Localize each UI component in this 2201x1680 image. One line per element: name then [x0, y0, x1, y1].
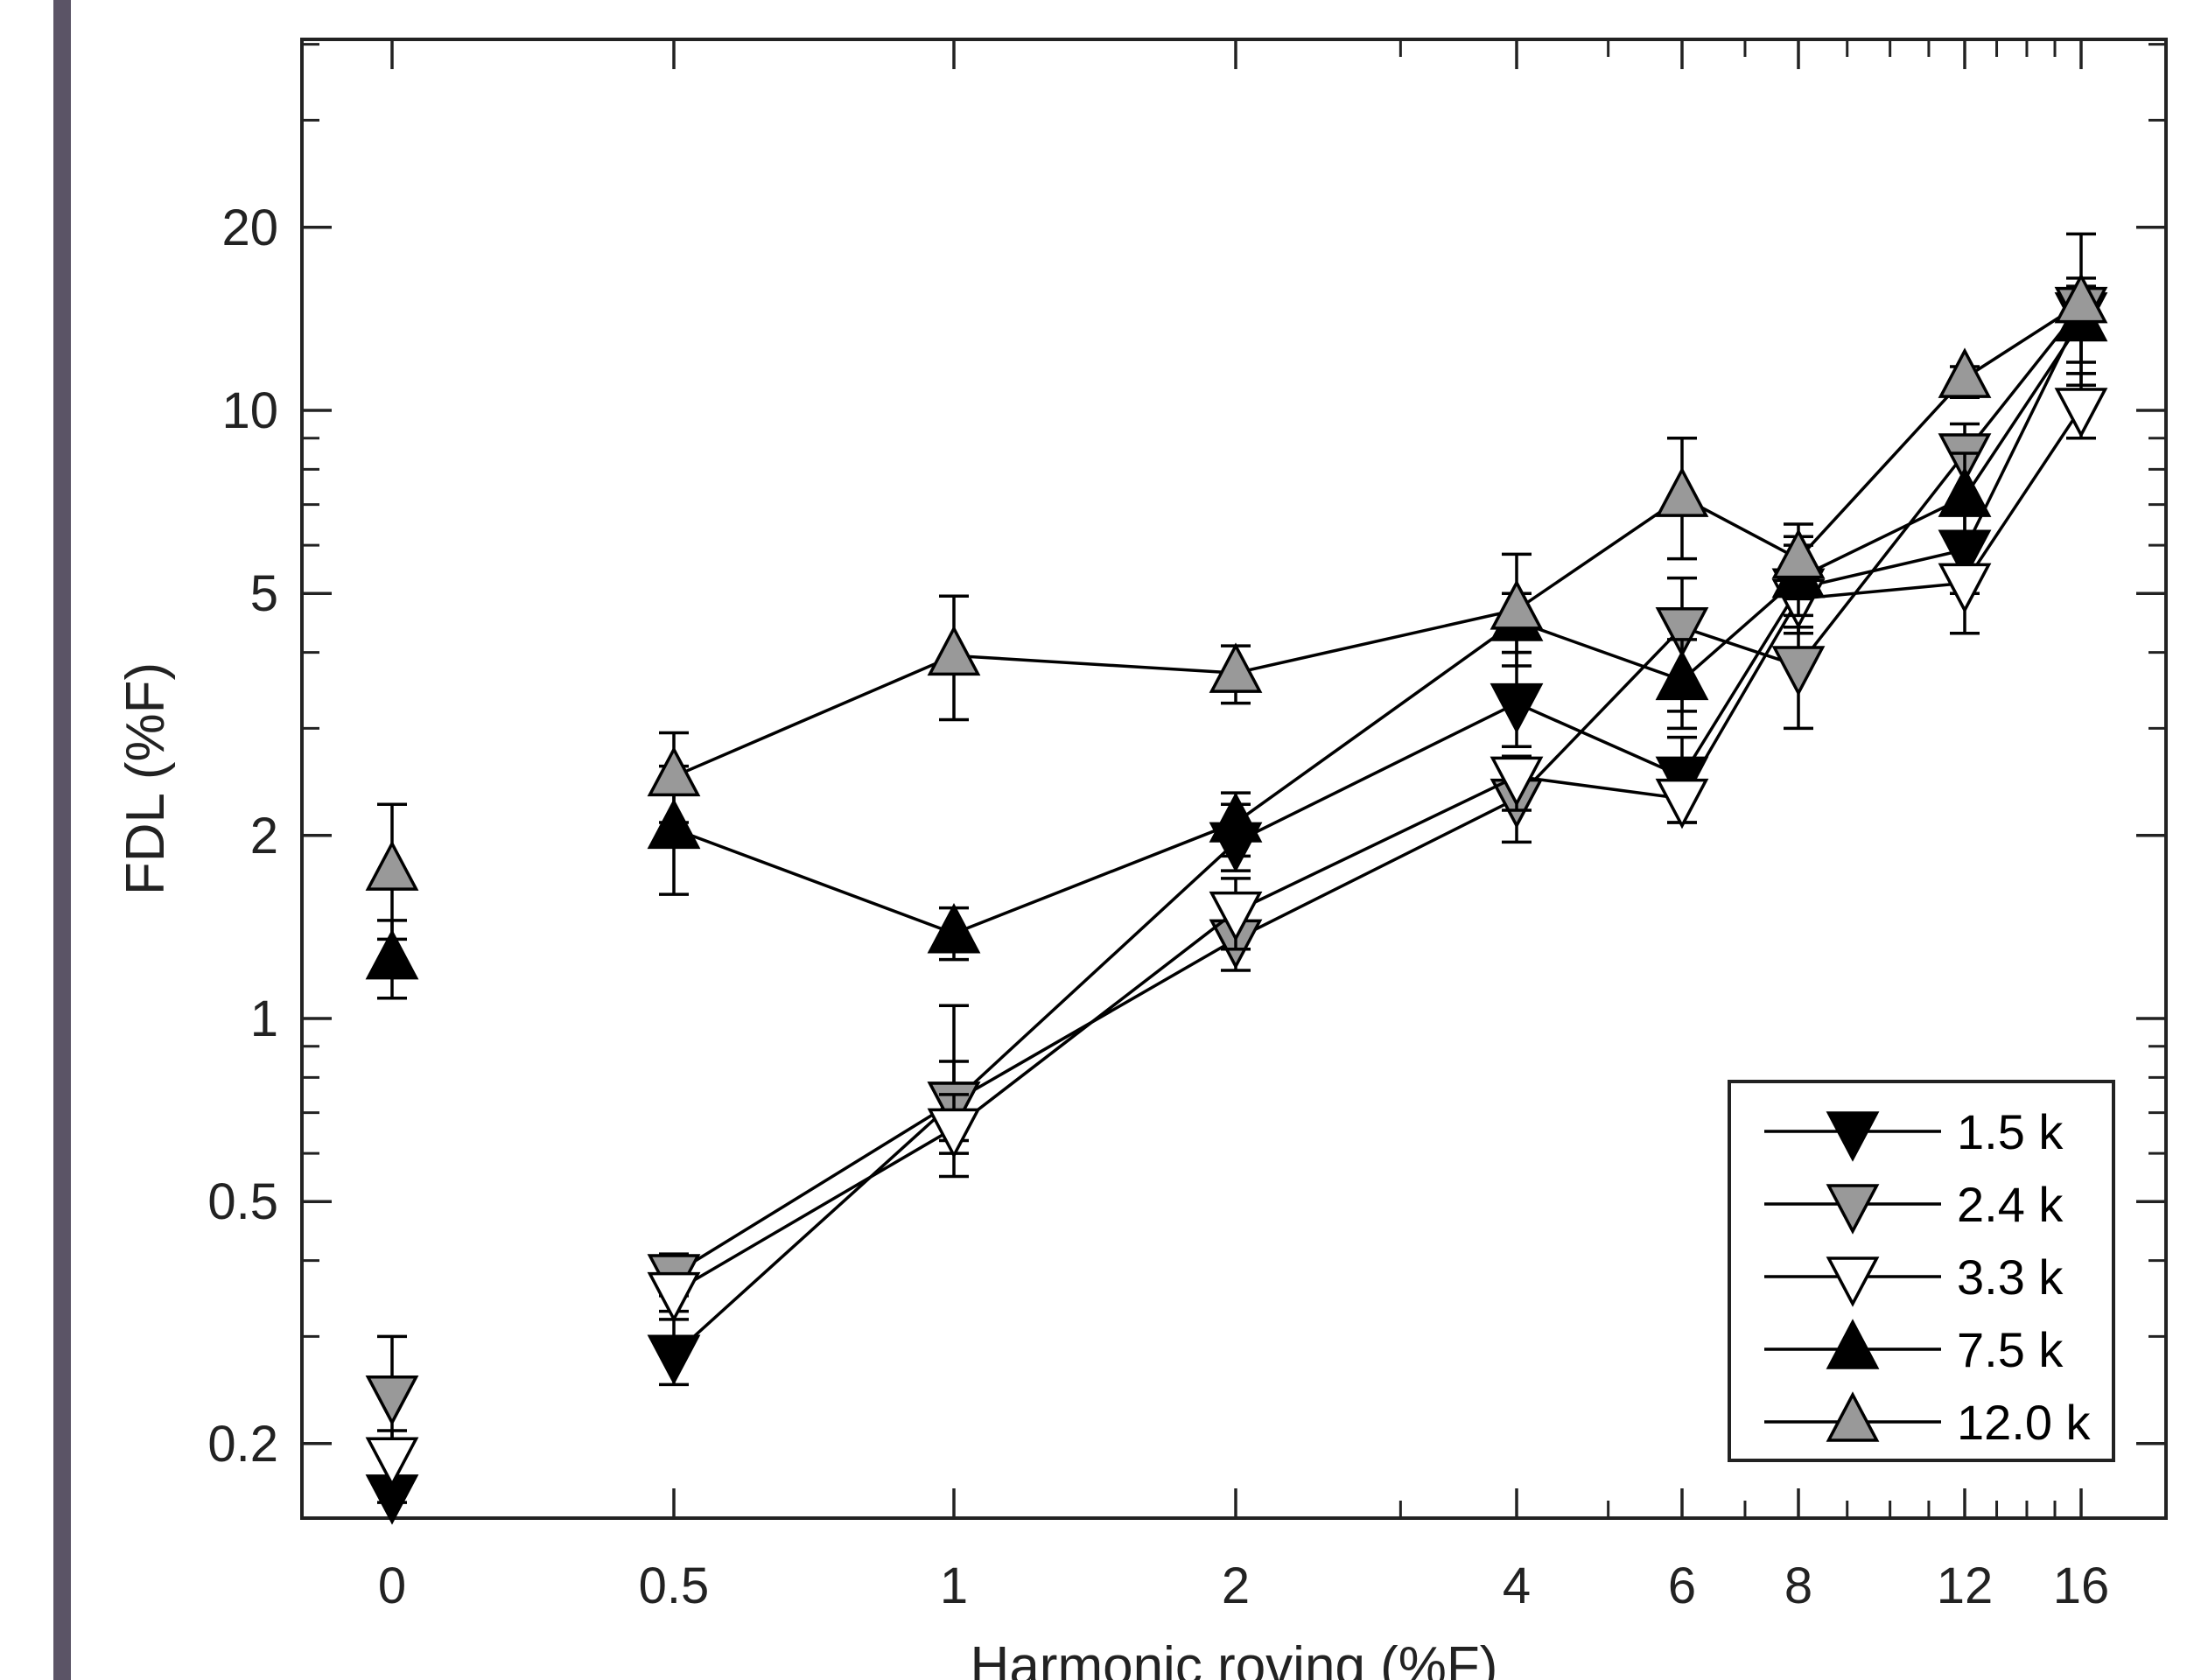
- data-point: [365, 840, 419, 891]
- x-tick-label: 4: [1503, 1558, 1531, 1614]
- x-tick-labels: 0 0.5 1 2 4 6 8 12 16: [378, 1558, 2109, 1614]
- data-point: [1209, 891, 1263, 942]
- major-ticks: [302, 39, 2166, 1518]
- plot-frame: [300, 38, 2168, 1520]
- legend-marker: [1826, 1319, 1880, 1369]
- data-point: [1938, 466, 1992, 517]
- y-tick-label: 0.5: [207, 1173, 278, 1230]
- legend-label: 1.5 k: [1957, 1104, 2064, 1159]
- series-12-0-k: [365, 272, 2108, 942]
- data-point: [2054, 388, 2108, 438]
- legend-marker: [1826, 1111, 1880, 1162]
- data-point: [2054, 272, 2108, 324]
- y-tick-label: 2: [250, 808, 278, 864]
- x-tick-label: 6: [1668, 1558, 1696, 1614]
- legend-marker: [1826, 1391, 1880, 1442]
- data-point: [1490, 579, 1544, 630]
- left-side-bar: [53, 0, 71, 1680]
- x-tick-label: 0.5: [639, 1558, 710, 1614]
- y-tick-label: 1: [250, 990, 278, 1047]
- data-point: [1938, 347, 1992, 398]
- series-line: [673, 305, 2083, 1276]
- data-point: [1655, 778, 1709, 830]
- series-line: [673, 320, 2083, 935]
- legend-marker: [1826, 1256, 1880, 1307]
- series-layer: [365, 232, 2108, 1525]
- data-point: [365, 1437, 419, 1488]
- data-point: [365, 928, 419, 980]
- data-point: [1490, 756, 1544, 808]
- x-tick-label: 2: [1222, 1558, 1250, 1614]
- data-point: [927, 625, 981, 676]
- series-line: [673, 302, 2082, 779]
- series-line: [673, 407, 2083, 1294]
- y-tick-label: 10: [221, 382, 278, 439]
- y-tick-labels: 0.2 0.5 1 2 5 10 20: [207, 200, 278, 1473]
- data-point: [647, 1271, 701, 1323]
- y-tick-label: 20: [221, 200, 278, 256]
- x-tick-label: 8: [1784, 1558, 1812, 1614]
- x-tick-label: 12: [1937, 1558, 1994, 1614]
- data-point: [1655, 649, 1709, 701]
- data-point: [1490, 682, 1544, 734]
- legend: 1.5 k 2.4 k 3.3 k 7.5 k 12.0 k: [1728, 1080, 2115, 1462]
- legend-marker: [1826, 1184, 1880, 1235]
- legend-label: 2.4 k: [1957, 1177, 2064, 1232]
- legend-entries: 1.5 k 2.4 k 3.3 k 7.5 k 12.0 k: [1764, 1104, 2092, 1450]
- x-tick-label: 16: [2053, 1558, 2110, 1614]
- x-tick-label: 0: [378, 1558, 406, 1614]
- legend-label: 3.3 k: [1957, 1250, 2064, 1305]
- data-point: [1209, 792, 1263, 843]
- data-point: [927, 903, 981, 954]
- data-point: [1938, 563, 1992, 614]
- data-point: [1655, 607, 1709, 658]
- data-point: [1655, 466, 1709, 517]
- data-point: [647, 798, 701, 850]
- legend-label: 7.5 k: [1957, 1322, 2064, 1377]
- data-point: [647, 1334, 701, 1385]
- data-point: [1771, 646, 1826, 696]
- series-line: [672, 312, 2083, 1356]
- y-tick-label: 0.2: [207, 1416, 278, 1473]
- x-tick-label: 1: [940, 1558, 968, 1614]
- data-point: [1771, 528, 1826, 579]
- data-point: [365, 1376, 419, 1426]
- data-point: [647, 746, 701, 797]
- legend-label: 12.0 k: [1957, 1395, 2092, 1450]
- y-axis-label: FDL (%F): [116, 662, 176, 895]
- y-tick-label: 5: [250, 565, 278, 622]
- data-point: [927, 1108, 981, 1159]
- legend-box: [1728, 1080, 2115, 1462]
- x-axis-label: Harmonic roving (%F): [971, 1636, 1498, 1680]
- data-point: [1209, 642, 1263, 693]
